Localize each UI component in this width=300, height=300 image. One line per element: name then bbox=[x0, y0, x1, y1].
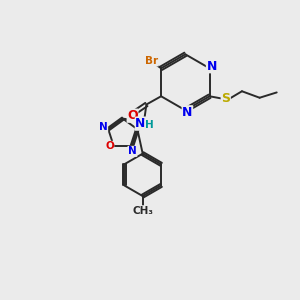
Text: N: N bbox=[135, 117, 146, 130]
Text: Br: Br bbox=[145, 56, 158, 66]
Text: S: S bbox=[221, 92, 230, 105]
Text: N: N bbox=[99, 122, 108, 132]
Text: O: O bbox=[105, 141, 114, 151]
Text: CH₃: CH₃ bbox=[132, 206, 153, 216]
Text: O: O bbox=[127, 109, 138, 122]
Text: N: N bbox=[182, 106, 193, 119]
Text: H: H bbox=[145, 120, 154, 130]
Text: N: N bbox=[128, 146, 137, 156]
Text: N: N bbox=[206, 60, 217, 73]
